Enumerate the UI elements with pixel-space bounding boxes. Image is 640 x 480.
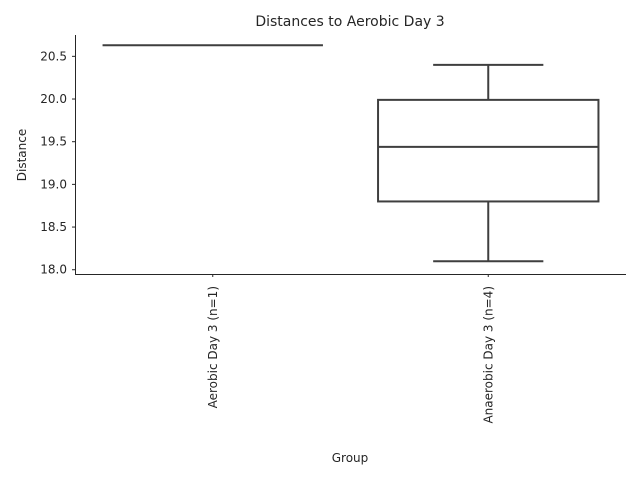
y-axis-label: Distance: [15, 129, 29, 181]
x-tick-label: Aerobic Day 3 (n=1): [206, 286, 220, 408]
y-tick-label: 18.0: [40, 263, 67, 277]
y-tick-label: 20.0: [40, 92, 67, 106]
y-axis-ticks: 18.0 18.5 19.0 19.5 20.0 20.5: [40, 49, 75, 277]
y-tick-label: 19.5: [40, 135, 67, 149]
box-group: [377, 63, 600, 263]
plot-area: 18.0 18.5 19.0 19.5 20.0 20.5 Aerobic Day 3 (…: [40, 35, 626, 424]
x-axis-ticks: Aerobic Day 3 (n=1) Anaerobic Day 3 (n=4): [206, 274, 495, 424]
chart-title: Distances to Aerobic Day 3: [255, 14, 444, 30]
x-tick-label: Anaerobic Day 3 (n=4): [481, 286, 495, 424]
iqr-box: [377, 98, 600, 203]
x-axis-label: Group: [332, 451, 369, 465]
y-tick-label: 20.5: [40, 49, 67, 63]
y-tick-label: 19.0: [40, 177, 67, 191]
y-tick-label: 18.5: [40, 220, 67, 234]
box-series: [102, 44, 600, 263]
